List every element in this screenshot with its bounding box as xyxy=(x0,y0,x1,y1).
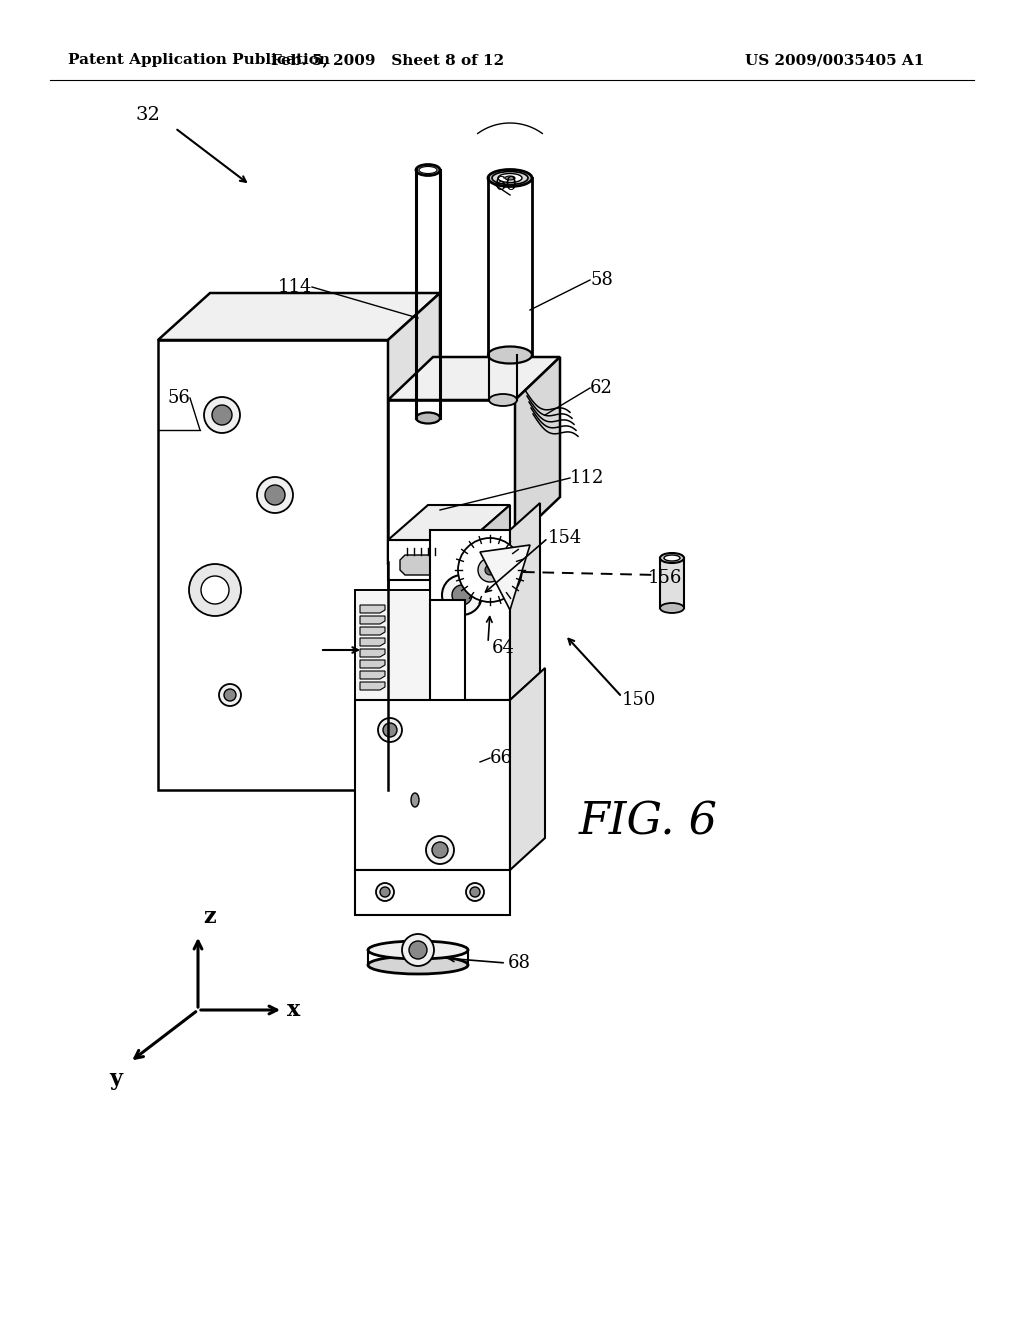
Text: x: x xyxy=(287,999,300,1020)
Text: 68: 68 xyxy=(508,954,531,972)
Ellipse shape xyxy=(488,169,532,186)
Circle shape xyxy=(409,941,427,960)
Text: Patent Application Publication: Patent Application Publication xyxy=(68,53,330,67)
Polygon shape xyxy=(515,356,560,540)
Circle shape xyxy=(219,684,241,706)
Ellipse shape xyxy=(660,603,684,612)
Ellipse shape xyxy=(419,166,437,173)
Circle shape xyxy=(201,576,229,605)
Polygon shape xyxy=(158,293,440,341)
Ellipse shape xyxy=(488,346,532,363)
Circle shape xyxy=(376,883,394,902)
Circle shape xyxy=(383,723,397,737)
Ellipse shape xyxy=(489,393,517,407)
Circle shape xyxy=(442,576,482,615)
Polygon shape xyxy=(158,341,388,789)
Polygon shape xyxy=(510,503,540,700)
Circle shape xyxy=(204,397,240,433)
Text: 32: 32 xyxy=(135,106,161,124)
Text: 150: 150 xyxy=(622,690,656,709)
Text: FIG. 6: FIG. 6 xyxy=(579,800,718,843)
Polygon shape xyxy=(360,682,385,690)
Polygon shape xyxy=(400,554,440,576)
Polygon shape xyxy=(388,293,440,562)
Text: 58: 58 xyxy=(590,271,613,289)
Circle shape xyxy=(470,887,480,898)
Text: 154: 154 xyxy=(548,529,583,546)
Polygon shape xyxy=(480,545,530,610)
Polygon shape xyxy=(360,638,385,645)
Text: 112: 112 xyxy=(570,469,604,487)
Polygon shape xyxy=(360,627,385,635)
Polygon shape xyxy=(360,660,385,668)
Circle shape xyxy=(485,565,495,576)
Ellipse shape xyxy=(411,793,419,807)
Circle shape xyxy=(265,484,285,506)
Polygon shape xyxy=(430,531,510,700)
Ellipse shape xyxy=(664,554,680,561)
Text: 156: 156 xyxy=(648,569,682,587)
Polygon shape xyxy=(430,601,465,870)
Polygon shape xyxy=(388,506,510,540)
Ellipse shape xyxy=(368,956,468,974)
Polygon shape xyxy=(360,649,385,657)
Polygon shape xyxy=(355,870,510,915)
Polygon shape xyxy=(355,590,430,700)
Circle shape xyxy=(452,585,472,605)
Circle shape xyxy=(224,689,236,701)
Text: z: z xyxy=(203,906,216,928)
Ellipse shape xyxy=(416,165,440,176)
Text: 60: 60 xyxy=(495,176,518,194)
Ellipse shape xyxy=(660,553,684,564)
Ellipse shape xyxy=(492,172,528,185)
Circle shape xyxy=(478,558,502,582)
Circle shape xyxy=(257,477,293,513)
Ellipse shape xyxy=(498,173,522,182)
Polygon shape xyxy=(388,356,560,400)
Polygon shape xyxy=(470,506,510,579)
Circle shape xyxy=(378,718,402,742)
Polygon shape xyxy=(388,400,515,540)
Polygon shape xyxy=(388,540,470,579)
Circle shape xyxy=(458,539,522,602)
Text: Feb. 5, 2009   Sheet 8 of 12: Feb. 5, 2009 Sheet 8 of 12 xyxy=(271,53,505,67)
Circle shape xyxy=(426,836,454,865)
Ellipse shape xyxy=(505,176,515,180)
Text: 114: 114 xyxy=(278,279,312,296)
Ellipse shape xyxy=(416,412,440,424)
Polygon shape xyxy=(360,671,385,678)
Text: US 2009/0035405 A1: US 2009/0035405 A1 xyxy=(745,53,925,67)
Circle shape xyxy=(212,405,232,425)
Polygon shape xyxy=(510,668,545,870)
Circle shape xyxy=(402,935,434,966)
Text: 66: 66 xyxy=(490,748,513,767)
Polygon shape xyxy=(360,605,385,612)
Polygon shape xyxy=(355,700,510,870)
Circle shape xyxy=(466,883,484,902)
Text: 56: 56 xyxy=(167,389,190,407)
Text: 62: 62 xyxy=(590,379,613,397)
Text: y: y xyxy=(109,1068,122,1090)
Text: 64: 64 xyxy=(492,639,515,657)
Circle shape xyxy=(432,842,449,858)
Ellipse shape xyxy=(368,941,468,960)
Polygon shape xyxy=(660,558,684,609)
Polygon shape xyxy=(360,616,385,624)
Circle shape xyxy=(189,564,241,616)
Circle shape xyxy=(380,887,390,898)
